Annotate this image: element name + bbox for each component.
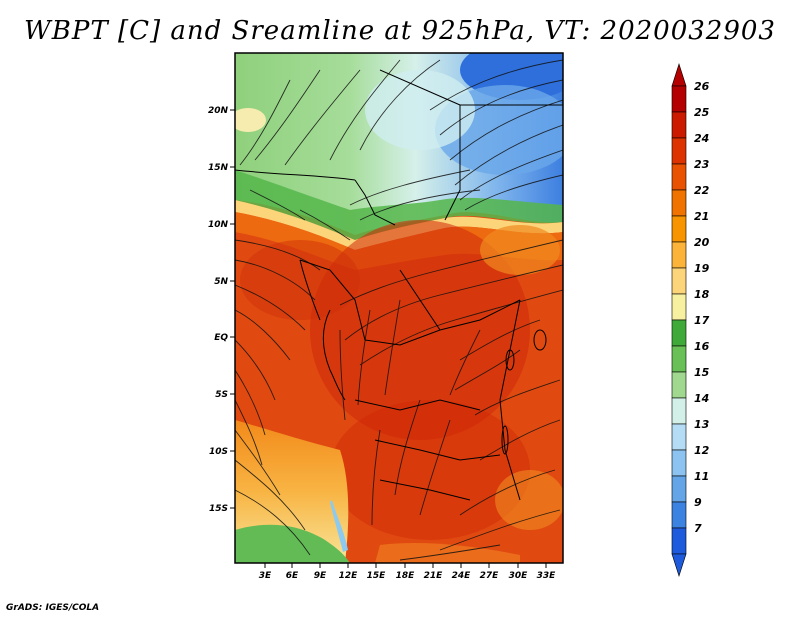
lon-axis: 3E 6E 9E 12E 15E 18E 21E 24E 27E 30E 33E: [259, 563, 556, 581]
colorbar-label: 26: [694, 80, 710, 93]
colorbar-label: 11: [694, 470, 709, 483]
colorbar-swatch: [671, 397, 687, 425]
lat-label: 10N: [208, 220, 229, 230]
lon-label: 15E: [367, 571, 387, 581]
colorbar-swatch: [671, 423, 687, 451]
lon-label: 18E: [396, 571, 416, 581]
colorbar-top-arrow: [671, 63, 687, 87]
lon-label: 27E: [480, 571, 500, 581]
lat-label: 5S: [215, 390, 228, 400]
lon-label: 6E: [286, 571, 299, 581]
colorbar-label: 23: [694, 158, 710, 171]
colorbar-swatch: [671, 527, 687, 555]
colorbar-swatch: [671, 215, 687, 243]
map-title: WBPT [C] and Sreamline at 925hPa, VT: 20…: [24, 16, 776, 46]
colorbar-label: 9: [694, 496, 702, 509]
colorbar-label: 19: [694, 262, 710, 275]
colorbar-label: 17: [694, 314, 710, 327]
colorbar-swatch: [671, 111, 687, 139]
colorbar-swatch: [671, 137, 687, 165]
colorbar-swatch: [671, 501, 687, 529]
lat-axis: 20N 15N 10N 5N EQ 5S 10S 15S: [208, 106, 235, 514]
lon-label: 12E: [339, 571, 359, 581]
colorbar-swatch: [671, 189, 687, 217]
footer-credit: GrADS: IGES/COLA: [6, 603, 100, 613]
colorbar-label: 24: [694, 132, 709, 145]
lat-label: 15S: [209, 504, 228, 514]
country-boundaries: [235, 69, 563, 501]
colorbar-bottom-arrow: [671, 553, 687, 577]
colorbar-label: 7: [694, 522, 702, 535]
colorbar-swatch: [671, 475, 687, 503]
colorbar-label: 15: [694, 366, 710, 379]
lat-label: 15N: [208, 163, 229, 173]
colorbar-label: 21: [694, 210, 709, 223]
colorbar-swatch: [671, 241, 687, 269]
colorbar: 26 25 24 23 22 21 20 19 18 17 16 15 14 13 12 11 9 7: [671, 63, 710, 577]
colorbar-swatch: [671, 293, 687, 321]
colorbar-label: 14: [694, 392, 709, 405]
lon-label: 9E: [314, 571, 327, 581]
lon-label: 21E: [424, 571, 444, 581]
colorbar-label: 16: [694, 340, 710, 353]
colorbar-swatch: [671, 371, 687, 399]
lon-label: 33E: [537, 571, 557, 581]
lat-label: EQ: [214, 333, 228, 343]
colorbar-swatch: [671, 85, 687, 113]
map-panel: [235, 53, 563, 563]
streamlines: [235, 59, 563, 561]
lon-label: 30E: [509, 571, 529, 581]
lon-label: 3E: [259, 571, 272, 581]
colorbar-swatch: [671, 267, 687, 295]
colorbar-label: 22: [694, 184, 710, 197]
colorbar-label: 18: [694, 288, 710, 301]
colorbar-swatch: [671, 345, 687, 373]
colorbar-label: 13: [694, 418, 710, 431]
colorbar-label: 12: [694, 444, 710, 457]
colorbar-label: 20: [694, 236, 710, 249]
lat-label: 10S: [209, 447, 228, 457]
colorbar-swatch: [671, 449, 687, 477]
colorbar-swatch: [671, 163, 687, 191]
lat-label: 20N: [208, 106, 229, 116]
colorbar-label: 25: [694, 106, 710, 119]
lon-label: 24E: [452, 571, 472, 581]
lat-label: 5N: [214, 277, 228, 287]
colorbar-swatch: [671, 319, 687, 347]
